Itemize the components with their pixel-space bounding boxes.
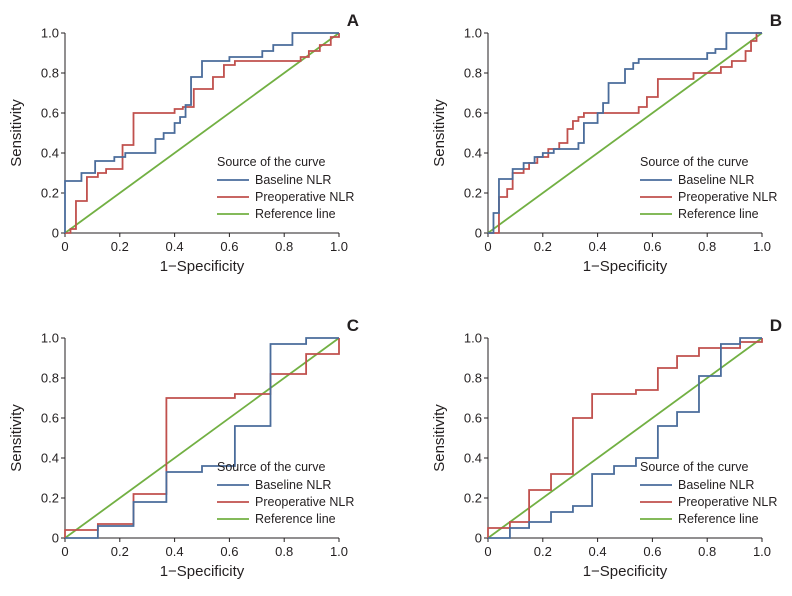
legend-title: Source of the curve	[217, 155, 325, 169]
baseline-nlrcurve-curve	[64, 32, 339, 233]
roc-panel-d: 0 0.2 0.4 0.6 0.8 1.0 0 0.2 0.4 0.6 0.8 1.0 1−Specif…	[431, 316, 782, 580]
y-axis-title: Sensitivity	[8, 404, 25, 472]
x-tick-label: 1.0	[753, 239, 771, 254]
y-tick-label: 0.2	[41, 491, 59, 506]
panel-letter: C	[347, 316, 359, 335]
y-tick-label: 0.4	[464, 146, 482, 161]
x-tick-label: 0.8	[275, 544, 293, 559]
x-tick-label: 0	[484, 544, 491, 559]
legend-entry: Reference line	[255, 207, 336, 221]
preoperative-nlrcurve-curve	[65, 33, 340, 234]
legend-entry: Reference line	[255, 512, 336, 526]
y-tick-label: 0.6	[41, 106, 59, 121]
x-tick-label: 0.6	[643, 544, 661, 559]
legend-entry: Baseline NLR	[255, 478, 331, 492]
legend: Source of the curve Baseline NLR Preoperat…	[640, 155, 777, 221]
legend-title: Source of the curve	[640, 155, 748, 169]
x-axis-title: 1−Specificity	[160, 258, 245, 275]
x-tick-label: 0.8	[698, 544, 716, 559]
roc-panel-c: 0 0.2 0.4 0.6 0.8 1.0 0 0.2 0.4 0.6 0.8 1.0 1−Specif…	[8, 316, 359, 580]
legend-entry: Preoperative NLR	[255, 495, 354, 509]
panel-letter: A	[347, 11, 359, 30]
legend-title: Source of the curve	[640, 460, 748, 474]
x-tick-label: 0.4	[166, 544, 184, 559]
y-axis-title: Sensitivity	[431, 404, 448, 472]
legend-title: Source of the curve	[217, 460, 325, 474]
x-tick-label: 0.8	[275, 239, 293, 254]
x-tick-label: 1.0	[330, 239, 348, 254]
x-tick-label: 0.4	[589, 544, 607, 559]
y-tick-label: 1.0	[464, 26, 482, 41]
x-tick-label: 0.6	[220, 239, 238, 254]
baseline-nlrcurve-curve	[65, 337, 339, 539]
x-axis-title: 1−Specificity	[583, 258, 668, 275]
y-tick-label: 0.8	[464, 371, 482, 386]
reference-linecurve-curve	[487, 32, 763, 234]
legend: Source of the curve Baseline NLR Preoperat…	[217, 155, 354, 221]
x-tick-label: 1.0	[753, 544, 771, 559]
panel-letter: D	[770, 316, 782, 335]
legend-entry: Preoperative NLR	[255, 190, 354, 204]
preoperative-nlrcurve-curve	[488, 32, 762, 234]
x-tick-label: 0.2	[534, 239, 552, 254]
roc-panel-a: 0 0.2 0.4 0.6 0.8 1.0 0 0.2 0.4 0.6 0.8 1.0 1−Specif…	[8, 11, 359, 275]
y-tick-label: 0.6	[41, 411, 59, 426]
reference-linecurve-curve	[64, 337, 340, 539]
legend-entry: Baseline NLR	[255, 173, 331, 187]
y-tick-label: 0.4	[464, 451, 482, 466]
x-tick-label: 0.4	[166, 239, 184, 254]
x-axis-title: 1−Specificity	[160, 563, 245, 580]
y-tick-label: 0.8	[464, 66, 482, 81]
y-tick-label: 0	[475, 226, 482, 241]
x-tick-label: 0	[61, 544, 68, 559]
legend: Source of the curve Baseline NLR Preoperat…	[640, 460, 777, 526]
legend-entry: Preoperative NLR	[678, 495, 777, 509]
x-tick-label: 0.8	[698, 239, 716, 254]
baseline-nlrcurve-curve	[488, 32, 762, 234]
y-tick-label: 0.6	[464, 106, 482, 121]
x-tick-label: 0.6	[220, 544, 238, 559]
legend-entry: Reference line	[678, 207, 759, 221]
y-tick-label: 1.0	[464, 331, 482, 346]
y-tick-label: 0.4	[41, 146, 59, 161]
legend-entry: Baseline NLR	[678, 478, 754, 492]
y-tick-label: 0.4	[41, 451, 59, 466]
legend-entry: Baseline NLR	[678, 173, 754, 187]
preoperative-nlrcurve-curve	[487, 338, 763, 538]
y-tick-label: 0.8	[41, 371, 59, 386]
y-tick-label: 0	[52, 531, 59, 546]
baseline-nlrcurve-curve	[488, 337, 762, 539]
panel-letter: B	[770, 11, 782, 30]
y-tick-label: 0.2	[464, 186, 482, 201]
y-tick-label: 0	[475, 531, 482, 546]
x-tick-label: 0	[484, 239, 491, 254]
roc-panel-b: 0 0.2 0.4 0.6 0.8 1.0 0 0.2 0.4 0.6 0.8 1.0 1−Specif…	[431, 11, 782, 275]
reference-linecurve-curve	[487, 337, 763, 539]
y-tick-label: 0.8	[41, 66, 59, 81]
y-tick-label: 0	[52, 226, 59, 241]
y-tick-label: 1.0	[41, 331, 59, 346]
legend-entry: Reference line	[678, 512, 759, 526]
y-tick-label: 0.6	[464, 411, 482, 426]
x-tick-label: 0	[61, 239, 68, 254]
y-tick-label: 0.2	[464, 491, 482, 506]
x-axis-title: 1−Specificity	[583, 563, 668, 580]
legend: Source of the curve Baseline NLR Preoperat…	[217, 460, 354, 526]
y-axis-title: Sensitivity	[431, 99, 448, 167]
legend-entry: Preoperative NLR	[678, 190, 777, 204]
x-tick-label: 0.2	[111, 239, 129, 254]
y-axis-title: Sensitivity	[8, 99, 25, 167]
x-tick-label: 0.6	[643, 239, 661, 254]
x-tick-label: 0.2	[534, 544, 552, 559]
y-tick-label: 1.0	[41, 26, 59, 41]
x-tick-label: 0.4	[589, 239, 607, 254]
x-tick-label: 1.0	[330, 544, 348, 559]
x-tick-label: 0.2	[111, 544, 129, 559]
y-tick-label: 0.2	[41, 186, 59, 201]
reference-linecurve-curve	[64, 32, 340, 234]
